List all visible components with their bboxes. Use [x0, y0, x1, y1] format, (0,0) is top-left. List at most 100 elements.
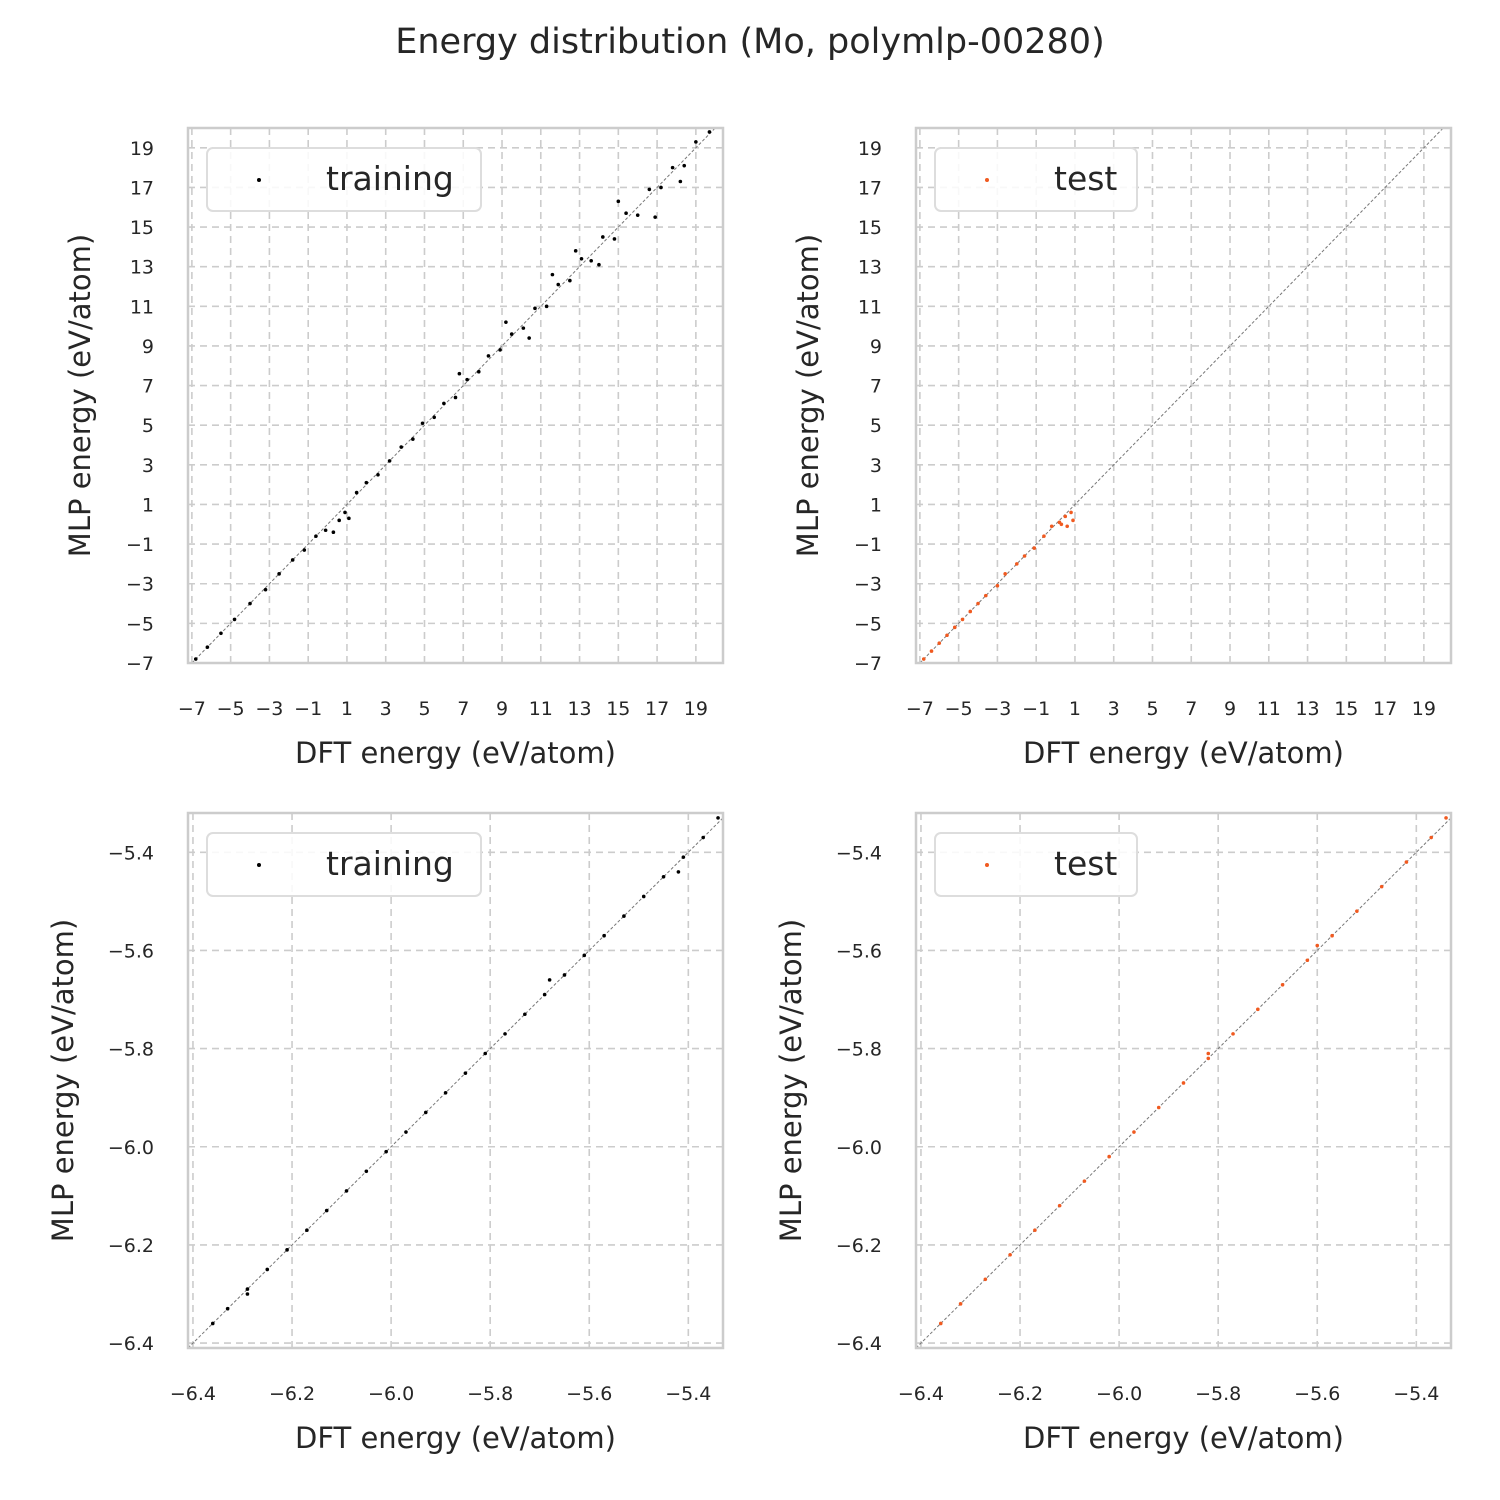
x-tick-label: −5	[217, 698, 245, 720]
data-point	[248, 601, 252, 606]
x-tick-label: 13	[567, 698, 591, 720]
data-point	[976, 601, 980, 606]
x-tick-label: −1	[1022, 698, 1050, 720]
y-tick-label: 15	[858, 217, 882, 239]
data-point	[602, 933, 606, 938]
data-point	[568, 278, 572, 283]
x-tick-label: −5	[945, 698, 973, 720]
legend-box	[206, 147, 482, 212]
data-point	[653, 215, 657, 219]
data-point	[635, 213, 640, 217]
data-point	[232, 617, 237, 622]
x-tick-label: −6.4	[170, 1383, 216, 1405]
data-point	[937, 641, 942, 645]
data-point	[661, 875, 666, 879]
x-tick-label: 19	[1412, 698, 1436, 720]
data-point	[1014, 562, 1019, 566]
legend-marker	[985, 863, 989, 867]
y-tick-label: −3	[126, 574, 154, 596]
legend-box	[934, 147, 1138, 212]
x-tick-label: −5.4	[1393, 1383, 1439, 1405]
data-point	[344, 1189, 349, 1193]
x-tick-label: −5.8	[467, 1383, 513, 1405]
y-tick-label: 19	[858, 138, 882, 160]
data-point	[1059, 522, 1064, 527]
data-point	[694, 140, 698, 144]
data-point	[521, 326, 526, 330]
data-point	[1082, 1179, 1087, 1183]
y-tick-label: −5.6	[108, 940, 154, 962]
x-axis-label: DFT energy (eV/atom)	[295, 736, 616, 770]
y-tick-label: 17	[130, 177, 154, 199]
y-tick-label: 5	[142, 415, 154, 437]
y-tick-label: 13	[858, 257, 882, 279]
data-point	[404, 1130, 408, 1134]
y-tick-label: −5.4	[836, 842, 882, 864]
legend-marker	[257, 863, 261, 867]
data-point	[678, 179, 683, 184]
data-point	[354, 490, 359, 495]
legend-label: training	[326, 159, 454, 198]
plot-frame	[914, 126, 1453, 665]
plot-frame	[186, 811, 725, 1350]
y-tick-label: 1	[870, 494, 882, 516]
legend-marker	[257, 178, 261, 182]
data-point	[193, 657, 198, 661]
data-point	[442, 401, 446, 406]
data-point	[533, 306, 537, 311]
data-point	[509, 332, 514, 336]
data-point	[681, 855, 686, 859]
data-point	[616, 199, 621, 204]
data-point	[676, 870, 681, 874]
y-tick-label: 7	[870, 376, 882, 398]
x-tick-label: −6.0	[368, 1383, 414, 1405]
x-axis-label: DFT energy (eV/atom)	[295, 1421, 616, 1455]
data-point	[527, 336, 531, 340]
y-tick-label: 15	[130, 217, 154, 239]
data-point	[205, 645, 210, 649]
data-point	[265, 1267, 270, 1272]
y-tick-label: −5.6	[836, 940, 882, 962]
y-tick-label: −6.4	[108, 1333, 154, 1355]
data-point	[573, 249, 578, 253]
data-point	[277, 572, 281, 576]
x-tick-label: 15	[606, 698, 630, 720]
data-point	[647, 187, 652, 192]
data-point	[411, 437, 415, 441]
data-point	[921, 657, 926, 661]
plot-frame	[914, 811, 1453, 1350]
panel-bottom-right: −6.4 −6.2 −6.0 −5.8 −5.6 −5.4 −6.4 −6.2 −6.0 −5.8…	[774, 811, 1453, 1455]
y-tick-label: −6.0	[836, 1137, 882, 1159]
x-axis-label: DFT energy (eV/atom)	[1023, 1421, 1344, 1455]
y-tick-label: −1	[854, 534, 882, 556]
data-point	[263, 587, 268, 592]
data-point	[1404, 860, 1409, 864]
y-axis-label: MLP energy (eV/atom)	[774, 919, 808, 1242]
data-point	[503, 1032, 507, 1036]
x-tick-label: 3	[380, 698, 392, 720]
data-point	[995, 583, 1000, 588]
data-point	[1069, 510, 1073, 515]
y-tick-label: −6.2	[836, 1235, 882, 1257]
data-point	[952, 625, 957, 630]
y-tick-label: −1	[126, 534, 154, 556]
legend-label: training	[326, 844, 454, 883]
y-axis-label: MLP energy (eV/atom)	[46, 919, 80, 1242]
x-tick-label: −7	[906, 698, 934, 720]
data-point	[589, 258, 593, 263]
y-tick-label: 3	[142, 455, 154, 477]
data-point	[1379, 884, 1384, 889]
data-point	[1231, 1032, 1235, 1036]
data-point	[483, 1051, 488, 1056]
data-point	[612, 237, 617, 241]
data-point	[465, 377, 469, 382]
data-point	[337, 518, 341, 523]
figure-title: Energy distribution (Mo, polymlp-00280)	[395, 22, 1105, 62]
data-point	[432, 415, 436, 420]
data-point	[716, 816, 720, 820]
data-point	[1057, 1203, 1062, 1208]
data-point	[929, 649, 934, 653]
data-point	[376, 472, 380, 477]
legend-label: test	[1054, 844, 1117, 883]
data-point	[1033, 1228, 1037, 1233]
